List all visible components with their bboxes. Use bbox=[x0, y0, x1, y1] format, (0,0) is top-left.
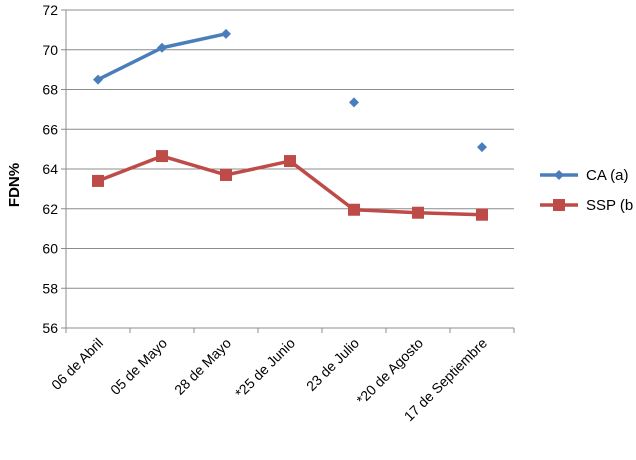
legend: CA (a) SSP (b bbox=[540, 167, 633, 214]
y-tick-label: 70 bbox=[42, 42, 58, 58]
data-point bbox=[221, 28, 231, 39]
gridlines bbox=[66, 9, 514, 289]
data-point bbox=[477, 142, 487, 153]
y-tick-label: 66 bbox=[42, 121, 58, 137]
data-point bbox=[412, 206, 424, 219]
y-tick-label: 56 bbox=[42, 320, 58, 336]
legend-swatch-marker bbox=[554, 170, 564, 180]
data-point bbox=[348, 203, 360, 216]
data-point bbox=[284, 155, 296, 168]
y-tick-label: 64 bbox=[42, 161, 58, 177]
y-axis-label: FDN% bbox=[6, 163, 23, 207]
x-tick-label: *25 de Junio bbox=[232, 335, 299, 402]
data-point bbox=[476, 208, 488, 221]
y-tick-label: 58 bbox=[42, 280, 58, 296]
series-1 bbox=[93, 28, 487, 153]
data-point bbox=[220, 168, 232, 181]
data-point bbox=[93, 74, 103, 85]
data-point bbox=[349, 97, 359, 108]
legend-swatch-marker bbox=[553, 199, 565, 211]
data-point bbox=[157, 42, 167, 53]
x-tick-label: 05 de Mayo bbox=[107, 335, 170, 398]
x-tick-label: 06 de Abril bbox=[48, 335, 106, 393]
x-tick-label: 28 de Mayo bbox=[171, 335, 234, 398]
series-line bbox=[97, 32, 227, 82]
y-tick-label: 62 bbox=[42, 201, 58, 217]
legend-item: CA (a) bbox=[540, 167, 629, 184]
x-tick-labels: 06 de Abril 05 de Mayo 28 de Mayo*25 de Ju… bbox=[48, 335, 490, 425]
legend-item: SSP (b bbox=[540, 197, 633, 214]
y-tick-label: 68 bbox=[42, 82, 58, 98]
legend-label: SSP (b bbox=[586, 197, 633, 214]
x-tick-label: *20 de Agosto bbox=[353, 335, 426, 408]
series-2 bbox=[92, 150, 488, 221]
axes bbox=[61, 9, 515, 333]
series-group bbox=[92, 28, 488, 221]
x-tick-label: 23 de Julio bbox=[303, 335, 362, 394]
y-tick-label: 72 bbox=[42, 2, 58, 18]
data-point bbox=[92, 174, 104, 187]
y-tick-label: 60 bbox=[42, 241, 58, 257]
y-tick-labels: 56 58 60 62 64 66 68 70 72 bbox=[42, 2, 58, 336]
legend-label: CA (a) bbox=[586, 167, 629, 184]
data-point bbox=[156, 150, 168, 163]
